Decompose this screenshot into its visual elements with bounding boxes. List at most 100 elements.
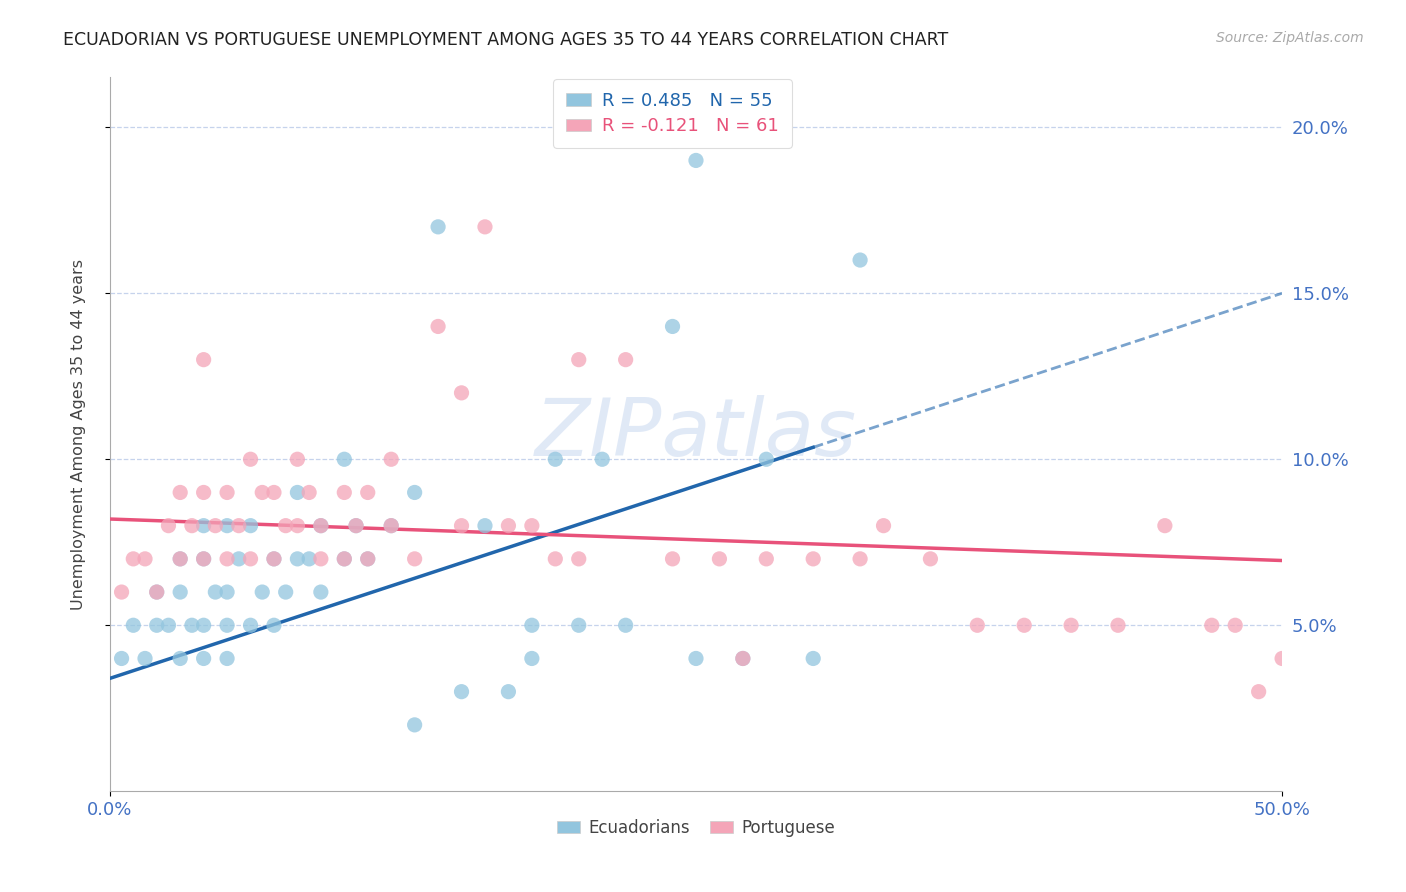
Point [520, 651, 543, 665]
Point [110, 585, 132, 599]
Point [274, 585, 297, 599]
Point [169, 552, 191, 566]
Point [298, 552, 321, 566]
Point [427, 219, 450, 234]
Point [122, 618, 145, 632]
Point [193, 552, 215, 566]
Point [193, 651, 215, 665]
Point [239, 518, 262, 533]
Point [204, 518, 226, 533]
Point [427, 319, 450, 334]
Point [920, 552, 942, 566]
Point [204, 585, 226, 599]
Point [544, 552, 567, 566]
Point [287, 452, 309, 467]
Point [169, 585, 191, 599]
Point [568, 352, 591, 367]
Point [309, 552, 332, 566]
Point [661, 319, 683, 334]
Point [217, 518, 239, 533]
Point [380, 452, 402, 467]
Point [357, 485, 380, 500]
Point [287, 518, 309, 533]
Point [274, 518, 297, 533]
Point [263, 552, 285, 566]
Point [872, 518, 894, 533]
Point [357, 552, 380, 566]
Point [357, 552, 380, 566]
Point [134, 651, 156, 665]
Point [520, 518, 543, 533]
Point [145, 618, 167, 632]
Point [309, 518, 332, 533]
Point [498, 518, 520, 533]
Point [450, 684, 472, 698]
Point [333, 485, 356, 500]
Point [568, 552, 591, 566]
Point [169, 485, 191, 500]
Point [1154, 518, 1177, 533]
Text: Source: ZipAtlas.com: Source: ZipAtlas.com [1216, 31, 1364, 45]
Point [404, 485, 426, 500]
Point [801, 552, 824, 566]
Point [193, 618, 215, 632]
Point [193, 352, 215, 367]
Point [404, 552, 426, 566]
Point [849, 552, 872, 566]
Point [145, 585, 167, 599]
Point [263, 552, 285, 566]
Point [193, 518, 215, 533]
Point [110, 651, 132, 665]
Point [157, 518, 180, 533]
Point [333, 452, 356, 467]
Point [344, 518, 367, 533]
Point [1271, 651, 1294, 665]
Text: ZIPatlas: ZIPatlas [534, 395, 858, 474]
Point [217, 485, 239, 500]
Point [252, 585, 274, 599]
Point [1107, 618, 1129, 632]
Point [252, 485, 274, 500]
Point [755, 452, 778, 467]
Legend: Ecuadorians, Portuguese: Ecuadorians, Portuguese [550, 813, 842, 844]
Point [966, 618, 988, 632]
Point [404, 718, 426, 732]
Point [474, 518, 496, 533]
Point [520, 618, 543, 632]
Point [298, 485, 321, 500]
Point [217, 618, 239, 632]
Point [685, 153, 707, 168]
Point [180, 618, 202, 632]
Point [1060, 618, 1083, 632]
Point [180, 518, 202, 533]
Point [263, 618, 285, 632]
Point [169, 552, 191, 566]
Point [193, 485, 215, 500]
Point [731, 651, 754, 665]
Point [169, 651, 191, 665]
Text: ECUADORIAN VS PORTUGUESE UNEMPLOYMENT AMONG AGES 35 TO 44 YEARS CORRELATION CHAR: ECUADORIAN VS PORTUGUESE UNEMPLOYMENT AM… [63, 31, 949, 49]
Point [228, 518, 250, 533]
Point [333, 552, 356, 566]
Point [685, 651, 707, 665]
Point [755, 552, 778, 566]
Point [309, 518, 332, 533]
Point [217, 552, 239, 566]
Point [614, 618, 637, 632]
Point [1201, 618, 1223, 632]
Point [450, 385, 472, 400]
Point [228, 552, 250, 566]
Point [591, 452, 613, 467]
Point [193, 552, 215, 566]
Point [380, 518, 402, 533]
Point [239, 452, 262, 467]
Point [333, 552, 356, 566]
Point [849, 253, 872, 268]
Point [287, 485, 309, 500]
Point [217, 651, 239, 665]
Point [309, 585, 332, 599]
Point [1012, 618, 1035, 632]
Point [344, 518, 367, 533]
Point [239, 552, 262, 566]
Point [474, 219, 496, 234]
